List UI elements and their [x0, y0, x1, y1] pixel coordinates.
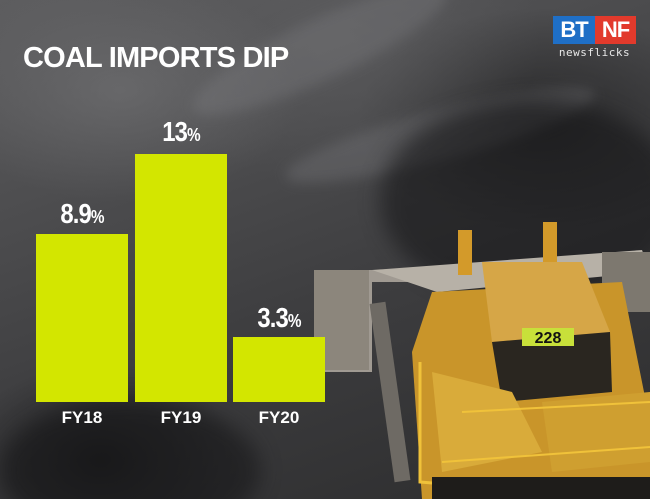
bar-fy18 [36, 234, 128, 402]
logo-tagline: newsflicks [558, 46, 631, 59]
value-number: 3.3 [257, 302, 288, 333]
value-label-fy20: 3.3% [240, 304, 318, 332]
value-label-fy19: 13% [142, 118, 220, 146]
chart-title: COAL IMPORTS DIP [23, 42, 289, 74]
value-number: 13 [162, 116, 188, 147]
value-unit: % [90, 207, 105, 227]
bar-fy20 [233, 337, 325, 402]
bulldozer-photo: 228 [314, 222, 650, 499]
value-unit: % [287, 311, 302, 331]
logo-bt: BT [553, 16, 595, 44]
value-unit: % [187, 125, 201, 145]
category-label-fy20: FY20 [258, 408, 300, 427]
category-label-fy19: FY19 [160, 408, 202, 427]
logo-nf: NF [595, 16, 636, 44]
bar-fy19 [135, 154, 227, 402]
value-label-fy18: 8.9% [43, 200, 121, 228]
bt-newsflicks-logo: BT NF newsflicks [553, 16, 636, 59]
vehicle-number: 228 [535, 330, 562, 347]
category-label-fy18: FY18 [61, 408, 103, 427]
value-number: 8.9 [60, 198, 91, 229]
